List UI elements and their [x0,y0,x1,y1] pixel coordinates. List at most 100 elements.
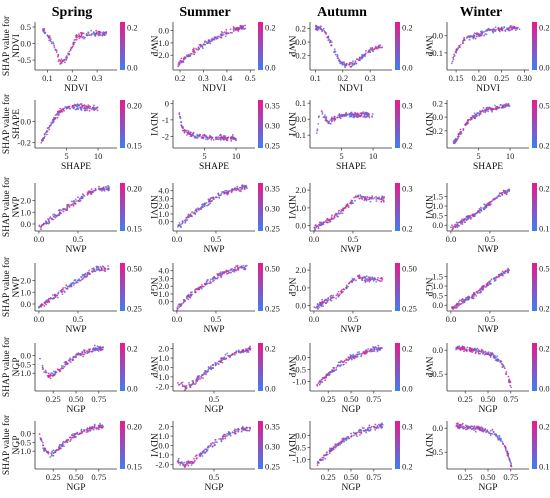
x-axis-label: SHAPE [336,162,366,172]
colorbar-label: NDVI [286,195,296,219]
data-point [357,115,360,118]
data-point [209,365,212,368]
data-point [331,41,333,43]
data-point [50,121,53,124]
data-point [335,294,338,297]
data-point [184,56,187,59]
data-point [360,114,363,116]
data-point [79,432,82,434]
data-point [518,28,521,31]
data-point [48,220,50,223]
data-point [103,267,106,270]
data-point [333,214,336,217]
data-point [468,426,471,428]
colorbar-tick-label: 0.2 [402,462,413,472]
data-point [459,131,462,133]
data-point [240,188,242,191]
data-point [101,268,103,271]
data-point [72,359,74,361]
x-axis-label: NGP [478,483,497,493]
data-point [205,138,207,141]
data-point [196,137,198,140]
colorbar-tick-label: 0.30 [265,204,280,214]
data-point [57,114,60,117]
data-point [316,383,318,386]
data-point [508,105,511,108]
data-point [500,437,502,440]
data-point [489,432,492,435]
data-point [210,40,212,43]
data-point [195,380,198,382]
data-point [471,351,474,353]
data-point [363,427,365,429]
data-point [60,290,62,292]
data-point [376,424,379,427]
data-point [337,444,340,447]
data-point [476,292,479,295]
data-point [473,32,476,34]
data-point [235,350,238,352]
data-point [345,436,348,439]
x-tick-label: 0.3 [198,73,209,83]
y-tick-label: 0.0 [20,116,31,126]
data-point [54,450,56,453]
data-point [201,284,203,286]
y-axis-label: SHAP value for [1,414,12,475]
data-point [57,449,59,451]
data-point [189,385,192,388]
data-point [54,216,57,219]
data-point [506,450,509,453]
data-point [358,351,360,353]
data-point [43,305,46,307]
y-tick-label: 0.0 [158,362,169,372]
data-point [470,117,473,119]
data-point [374,47,377,49]
data-point [465,296,468,299]
data-point [67,52,69,55]
data-point [342,363,345,366]
data-point [72,203,75,205]
data-point [347,437,349,440]
y-tick-label: 0.0 [432,220,443,230]
data-point [317,226,320,228]
data-point [209,197,212,200]
data-point [243,268,245,271]
data-point [339,117,342,120]
data-point [365,113,368,115]
data-point [482,111,485,113]
data-point [371,46,374,49]
data-point [224,353,227,356]
data-point [467,217,470,219]
data-point [215,137,217,139]
data-point [242,264,245,267]
colorbar [120,343,125,391]
colorbar [258,421,263,469]
data-point [75,38,78,41]
data-point [56,110,59,113]
data-point [503,367,506,370]
data-point [196,375,199,378]
y-tick-label: -0.5 [293,364,306,374]
data-point [71,433,74,436]
data-point [53,370,55,373]
data-point [492,356,495,359]
data-point [378,279,380,282]
data-point [376,350,379,353]
x-tick-label: 0.0 [172,314,183,324]
data-point [210,443,213,446]
data-point [377,346,380,349]
data-point [318,115,320,117]
data-point [72,284,75,286]
data-point [40,224,43,227]
colorbar-tick-label: 0.2 [127,344,138,354]
data-point [490,107,493,110]
data-point [54,117,57,119]
data-point [188,382,190,384]
data-point [223,31,226,33]
y-tick-label: 2.0 [158,344,169,354]
data-point [241,425,244,428]
data-point [90,29,92,32]
colorbar-label: NGP [286,277,296,296]
colorbar-label: NGP [148,277,158,296]
